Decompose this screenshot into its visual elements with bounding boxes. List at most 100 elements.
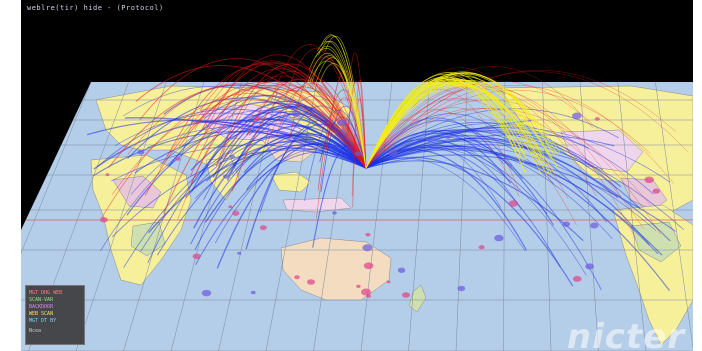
- attack-arc: [365, 135, 650, 246]
- source-marker: [457, 285, 466, 292]
- attack-arc: [365, 160, 584, 242]
- source-marker: [259, 225, 267, 231]
- grid-meridian: [579, 82, 599, 351]
- visualization-window: weblre(tir) hide - (Protocol) MGT DHG WE…: [21, 0, 693, 351]
- source-marker: [365, 232, 371, 237]
- attack-arc: [108, 84, 367, 169]
- legend-item-2: SCAN-VAR: [29, 297, 54, 303]
- source-marker: [508, 200, 519, 207]
- attack-arc: [365, 138, 522, 210]
- source-marker: [332, 211, 337, 215]
- attack-type-legend: MGT DHG WEB SCAN-VAR BACKDOOR WEB SCAN M…: [25, 285, 85, 345]
- source-marker: [585, 263, 594, 270]
- source-marker: [229, 154, 236, 159]
- source-marker: [590, 222, 599, 229]
- window-title: weblre(tir) hide - (Protocol): [27, 4, 164, 12]
- attack-arc: [365, 69, 676, 169]
- attack-arc: [365, 84, 597, 197]
- attack-arc: [365, 129, 622, 188]
- attack-arc: [111, 99, 367, 195]
- source-marker: [192, 253, 201, 260]
- new-zealand-landmass: [408, 284, 427, 313]
- attack-arc: [231, 86, 367, 192]
- source-marker: [594, 117, 600, 121]
- attack-arc: [130, 118, 367, 195]
- attack-arc: [159, 82, 367, 169]
- source-marker: [354, 151, 362, 156]
- nicter-logo-watermark: nicter: [566, 317, 685, 351]
- source-marker: [337, 119, 347, 127]
- source-marker: [250, 290, 256, 295]
- attack-arc: [365, 73, 545, 169]
- attack-arc: [365, 80, 599, 169]
- grid-meridian: [75, 82, 167, 351]
- legend-item-5: MGT DT BY: [29, 318, 57, 324]
- attack-map-scene: [21, 34, 693, 351]
- source-marker: [494, 234, 504, 242]
- attack-arc: [127, 97, 367, 169]
- attack-arc: [156, 139, 367, 256]
- attack-arc: [365, 149, 663, 256]
- source-marker: [397, 267, 406, 273]
- attack-arc: [365, 73, 525, 169]
- source-marker: [99, 216, 108, 223]
- southeast-asia-landmass: [270, 171, 312, 193]
- attack-arc: [365, 144, 590, 169]
- attack-arc: [144, 87, 367, 196]
- attack-arc: [307, 60, 367, 169]
- grid-meridian: [542, 82, 552, 351]
- source-marker: [386, 280, 391, 284]
- attack-arc: [365, 136, 602, 290]
- attack-arc: [365, 80, 542, 175]
- source-marker: [307, 279, 315, 285]
- attack-arc: [365, 107, 645, 229]
- grid-meridian: [21, 82, 92, 351]
- attack-arc: [365, 99, 661, 235]
- attack-arcs-yellow: [306, 34, 561, 179]
- attack-arc: [365, 156, 574, 287]
- source-marker: [644, 176, 654, 184]
- attack-arc: [190, 84, 367, 185]
- attack-arc: [365, 133, 615, 169]
- source-marker: [445, 135, 451, 139]
- source-marker: [137, 149, 145, 155]
- source-marker: [361, 288, 371, 296]
- source-marker: [237, 251, 242, 255]
- source-marker: [362, 244, 373, 252]
- attack-arc: [365, 73, 552, 169]
- attack-arc: [365, 126, 670, 183]
- source-marker: [254, 116, 262, 122]
- attack-arc: [365, 86, 559, 170]
- attack-arc: [199, 62, 367, 169]
- source-marker: [356, 284, 361, 288]
- attack-arc: [365, 84, 675, 184]
- attack-arc: [182, 109, 367, 169]
- attack-arc: [315, 45, 367, 169]
- attack-arc: [352, 79, 367, 208]
- legend-item-4: WEB SCAN: [29, 311, 54, 317]
- attack-arc: [365, 154, 677, 232]
- source-marker: [363, 262, 374, 270]
- source-marker: [105, 173, 110, 177]
- attack-arc: [139, 58, 367, 169]
- australia-landmass: [280, 237, 392, 301]
- legend-item-3: BACKDOOR: [29, 304, 54, 310]
- attack-arc: [320, 34, 367, 169]
- source-marker: [572, 275, 582, 282]
- attack-arc: [318, 41, 367, 169]
- source-marker: [232, 210, 240, 216]
- attack-arc: [365, 107, 577, 226]
- source-marker: [402, 292, 410, 298]
- attack-arc: [325, 35, 367, 169]
- source-marker: [223, 174, 229, 179]
- legend-footer: Ncea: [29, 328, 42, 334]
- attack-arc: [365, 78, 526, 173]
- source-marker: [572, 112, 582, 120]
- attack-arc: [365, 137, 619, 199]
- attack-arc: [215, 63, 367, 169]
- source-marker: [478, 245, 485, 250]
- attack-arc: [365, 145, 656, 231]
- grid-meridian: [617, 82, 647, 351]
- legend-item-1: MGT DHG WEB: [29, 290, 63, 296]
- attack-arc: [347, 81, 367, 169]
